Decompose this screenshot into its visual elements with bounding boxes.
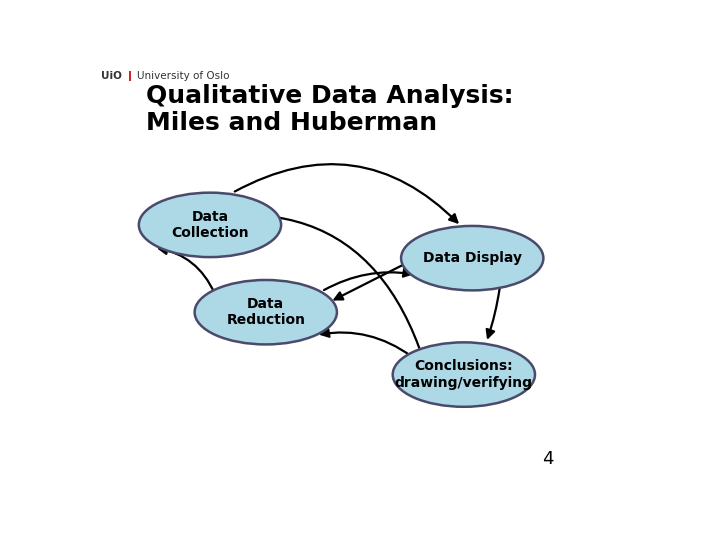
Ellipse shape	[392, 342, 535, 407]
Ellipse shape	[139, 193, 281, 257]
Text: ❙: ❙	[122, 71, 138, 81]
Ellipse shape	[194, 280, 337, 345]
Text: Conclusions:
drawing/verifying: Conclusions: drawing/verifying	[395, 360, 533, 390]
Ellipse shape	[401, 226, 544, 291]
Text: Data
Collection: Data Collection	[171, 210, 249, 240]
Text: UiO: UiO	[101, 71, 122, 81]
Text: Data Display: Data Display	[423, 251, 522, 265]
Text: 4: 4	[542, 450, 553, 468]
Text: University of Oslo: University of Oslo	[138, 71, 230, 81]
Text: Qualitative Data Analysis:
Miles and Huberman: Qualitative Data Analysis: Miles and Hub…	[145, 84, 513, 136]
Text: Data
Reduction: Data Reduction	[226, 297, 305, 327]
